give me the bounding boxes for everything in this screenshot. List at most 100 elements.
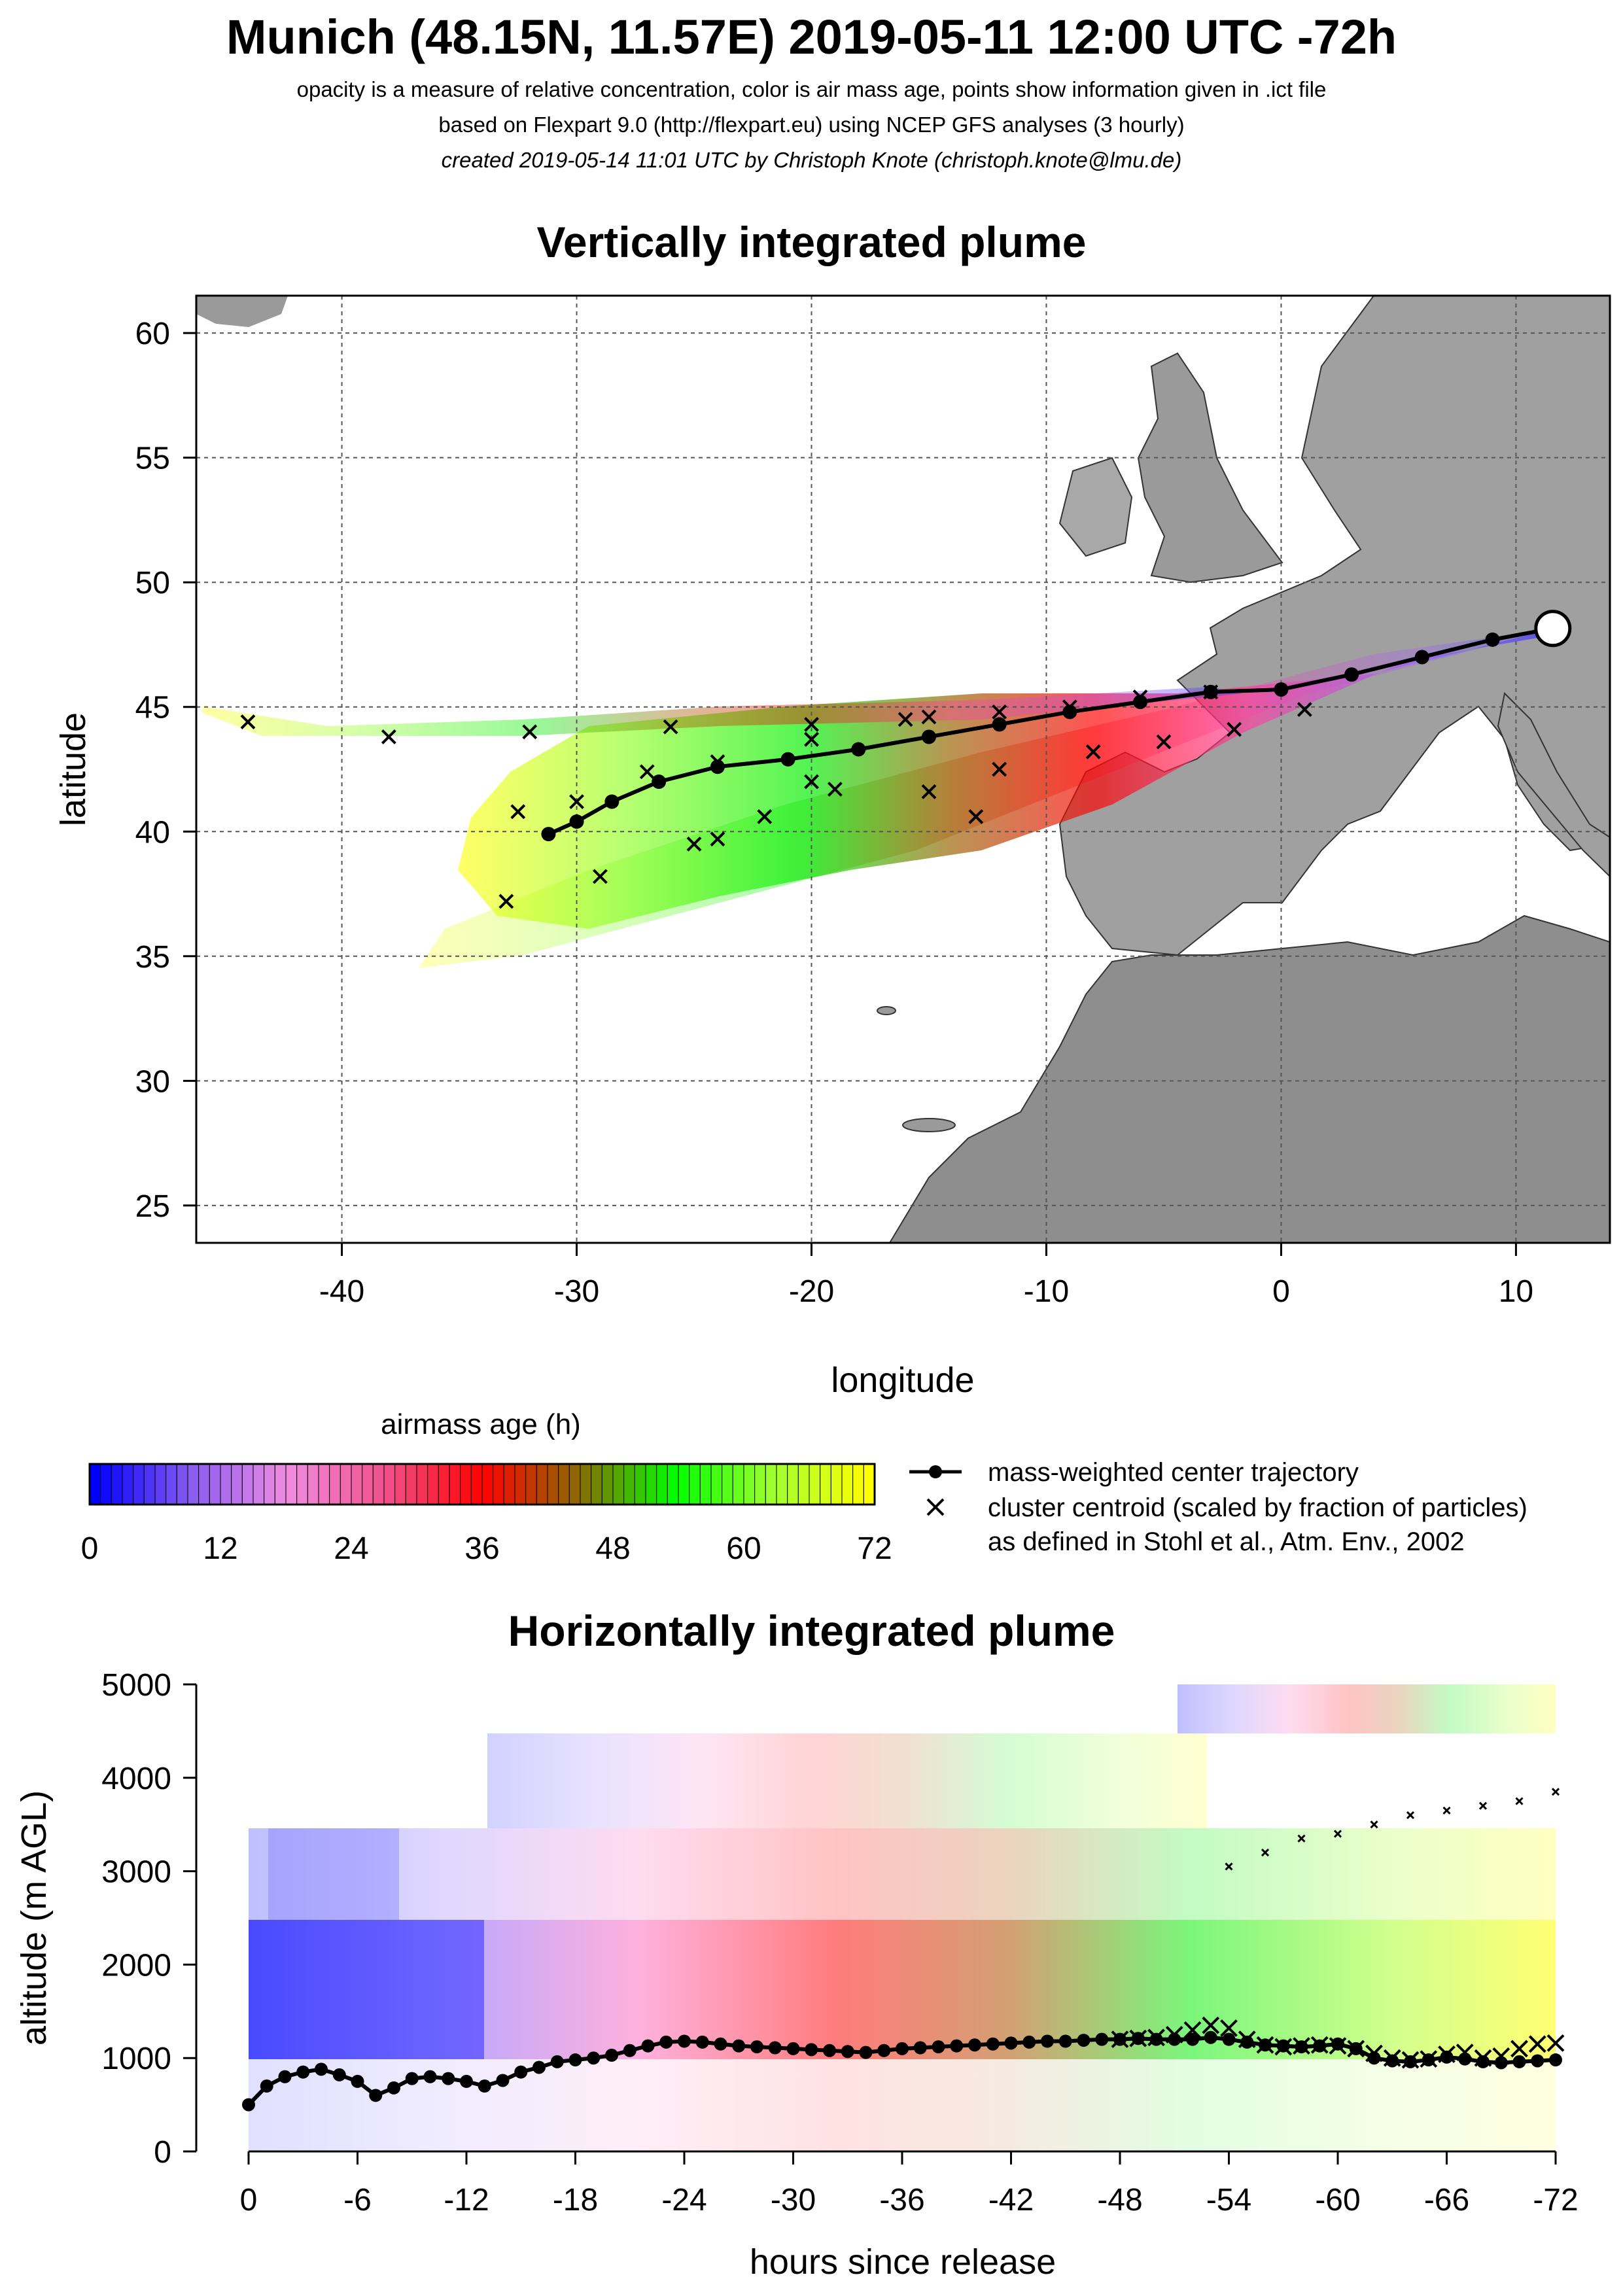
colorbar-cell	[547, 1463, 559, 1505]
colorbar-cell	[449, 1463, 461, 1505]
map-trajectory-point	[1062, 704, 1077, 720]
altitude-cluster-centroid	[1310, 2036, 1329, 2054]
map-cluster-centroid	[804, 774, 819, 790]
altitude-cluster-centroid	[1347, 2040, 1365, 2058]
altitude-y-tick-label: 0	[154, 2135, 171, 2170]
colorbar-cell	[820, 1463, 831, 1505]
altitude-chart-title: Horizontally integrated plume	[508, 1607, 1115, 1655]
map-x-tick-label: 10	[1499, 1274, 1533, 1309]
altitude-cluster-centroid	[1478, 1801, 1488, 1810]
colorbar-tick-label: 36	[464, 1531, 499, 1566]
map-cluster-centroid	[710, 754, 725, 769]
altitude-cluster-centroid	[1183, 2021, 1202, 2039]
colorbar-cell	[591, 1463, 602, 1505]
colorbar-cell	[732, 1463, 744, 1505]
map-x-axis: -40 -30 -20 -10 0 10	[319, 1243, 1533, 1309]
altitude-x-axis: 0 -6 -12 -18 -24 -30 -36 -42 -48 -54 -60 -66 -72	[240, 2151, 1579, 2218]
page-title: Munich (48.15N, 11.57E) 2019-05-11 12:00…	[226, 10, 1397, 64]
colorbar-cell	[645, 1463, 657, 1505]
map-x-tick-label: -20	[789, 1274, 834, 1309]
colorbar-cell	[460, 1463, 472, 1505]
map-trajectory-point	[992, 717, 1007, 732]
altitude-cluster-centroid	[1510, 2040, 1528, 2058]
map-grid	[196, 296, 1610, 1243]
altitude-y-tick-label: 2000	[101, 1948, 171, 1983]
altitude-cluster-centroid	[1383, 2049, 1401, 2067]
legend-cross-note: as defined in Stohl et al., Atm. Env., 2…	[988, 1527, 1465, 1556]
colorbar-cell	[743, 1463, 756, 1505]
map-trajectory-point	[921, 729, 936, 744]
colorbar-cell	[405, 1463, 417, 1505]
map-y-tick-label: 60	[135, 317, 170, 351]
colorbar-cell	[678, 1463, 690, 1505]
release-point-marker	[1534, 610, 1572, 648]
colorbar-cell	[623, 1463, 635, 1505]
map-cluster-centroid	[968, 809, 984, 824]
map-cluster-centroid	[381, 729, 396, 744]
map-trajectory-point	[1274, 682, 1289, 697]
map-cluster-centroid	[569, 794, 584, 809]
altitude-cluster-centroid	[1438, 2045, 1456, 2063]
colorbar-cell	[699, 1463, 712, 1505]
colorbar-cell	[568, 1463, 581, 1505]
colorbar-cell	[198, 1463, 210, 1505]
land-europe	[1058, 296, 1610, 956]
colorbar-cell	[351, 1463, 363, 1505]
colorbar-cell	[787, 1463, 799, 1505]
map-y-tick-label: 25	[135, 1189, 170, 1224]
colorbar-cell	[100, 1463, 112, 1505]
altitude-cluster-centroid	[1202, 2016, 1220, 2034]
colorbar-cell	[689, 1463, 701, 1505]
altitude-cluster-centroid	[1165, 2026, 1183, 2044]
map-y-tick-label: 30	[135, 1064, 170, 1099]
altitude-y-tick-label: 3000	[101, 1855, 171, 1890]
colorbar-cell	[612, 1463, 625, 1505]
colorbar-cell	[558, 1463, 570, 1505]
map-trajectory-point	[780, 752, 795, 767]
colorbar-cell	[722, 1463, 733, 1505]
altitude-cluster-centroid	[1442, 1806, 1451, 1815]
map-cluster-centroid	[663, 719, 678, 735]
map-cluster-centroid	[1132, 689, 1148, 704]
colorbar-tick-label: 48	[595, 1531, 630, 1566]
map-cluster-centroid	[1203, 684, 1219, 700]
colorbar-cell	[143, 1463, 156, 1505]
map-trajectory-point	[1414, 650, 1429, 665]
altitude-cluster-centroid	[1474, 2049, 1492, 2067]
altitude-cluster-centroid	[1256, 2036, 1274, 2054]
colorbar-cell	[231, 1463, 243, 1505]
colorbar-cell	[220, 1463, 232, 1505]
colorbar-cell	[209, 1463, 221, 1505]
map-trajectory-point	[1344, 667, 1359, 682]
legend-cross-label: cluster centroid (scaled by fraction of …	[988, 1493, 1527, 1522]
map-y-axis-label: latitude	[54, 712, 93, 826]
plume-southern-fan	[419, 628, 1557, 968]
legend-line-label: mass-weighted center trajectory	[988, 1458, 1359, 1487]
altitude-cluster-centroid	[1370, 1820, 1378, 1829]
map-cluster-centroid	[1227, 722, 1242, 737]
colorbar-cell	[634, 1463, 646, 1505]
colorbar-cell	[514, 1463, 527, 1505]
colorbar-tick-label: 12	[203, 1531, 237, 1566]
altitude-cluster-centroid	[1329, 2037, 1347, 2055]
map-y-tick-label: 35	[135, 940, 170, 975]
altitude-x-tick-label: -36	[879, 2183, 924, 2218]
map-cluster-centroid	[921, 784, 937, 799]
altitude-cluster-centroid	[1420, 2050, 1438, 2068]
altitude-x-tick-label: -72	[1533, 2183, 1578, 2218]
altitude-x-tick-label: -48	[1097, 2183, 1142, 2218]
altitude-y-axis-label: altitude (m AGL)	[14, 1790, 54, 2045]
altitude-cluster-centroid	[1274, 2038, 1293, 2056]
colorbar-cell	[318, 1463, 330, 1505]
colorbar-cell	[601, 1463, 614, 1505]
altitude-cluster-centroid	[1365, 2044, 1383, 2062]
altitude-y-tick-label: 4000	[101, 1762, 171, 1796]
altitude-center-trajectory	[247, 2035, 1556, 2106]
colorbar-cell	[111, 1463, 123, 1505]
altitude-cluster-centroid	[1129, 2029, 1147, 2047]
colorbar	[89, 1463, 875, 1505]
colorbar-tick-label: 24	[334, 1531, 368, 1566]
altitude-y-axis: 0 1000 2000 3000 4000 5000	[101, 1668, 196, 2170]
map-cluster-centroid	[1062, 699, 1077, 715]
